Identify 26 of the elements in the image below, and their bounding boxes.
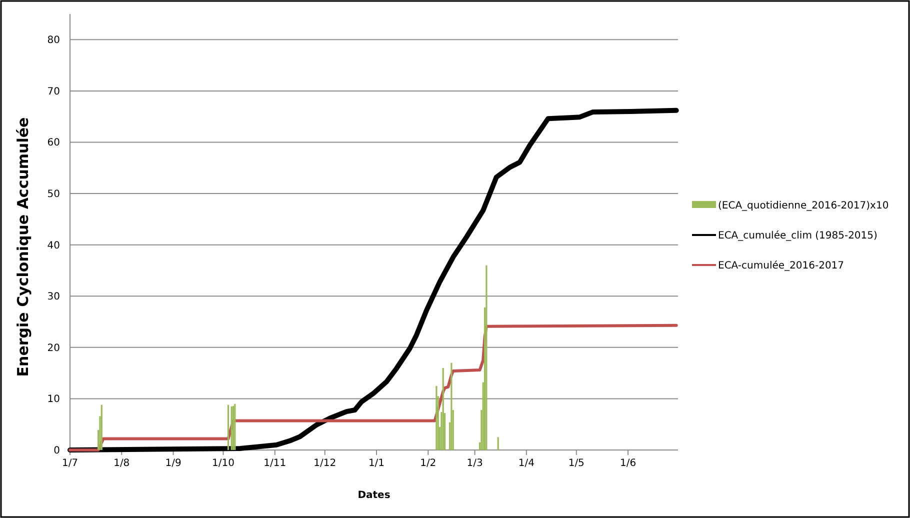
legend-label: ECA-cumulée_2016-2017: [718, 260, 844, 272]
y-tick-label: 30: [47, 292, 60, 303]
x-tick-label: 1/8: [114, 458, 130, 469]
y-tick-label: 50: [47, 189, 60, 200]
x-tick-label: 1/6: [620, 458, 636, 469]
y-tick-label: 0: [54, 446, 60, 456]
y-axis-title: Energie Cyclonique Accumulée: [14, 117, 32, 377]
x-tick-label: 1/4: [518, 458, 534, 469]
x-tick-label: 1/1: [368, 458, 385, 469]
x-axis-title: Dates: [358, 490, 390, 501]
y-tick-label: 60: [47, 138, 60, 149]
x-tick-label: 1/10: [212, 458, 234, 469]
x-tick-label: 1/5: [568, 458, 584, 469]
x-tick-label: 1/3: [466, 458, 483, 469]
y-tick-label: 10: [47, 394, 60, 406]
x-tick-label: 1/2: [420, 458, 436, 469]
legend-label: ECA_cumulée_clim (1985-2015): [718, 230, 878, 242]
legend-label: (ECA_quotidienne_2016-2017)x10: [718, 200, 889, 212]
y-tick-label: 80: [47, 35, 60, 46]
x-tick-label: 1/9: [165, 458, 182, 469]
y-tick-label: 70: [47, 86, 60, 98]
x-tick-label: 1/12: [314, 458, 336, 469]
x-tick-label: 1/7: [62, 458, 78, 469]
y-tick-label: 40: [47, 240, 60, 252]
y-tick-label: 20: [47, 342, 60, 354]
x-tick-label: 1/11: [264, 458, 286, 469]
